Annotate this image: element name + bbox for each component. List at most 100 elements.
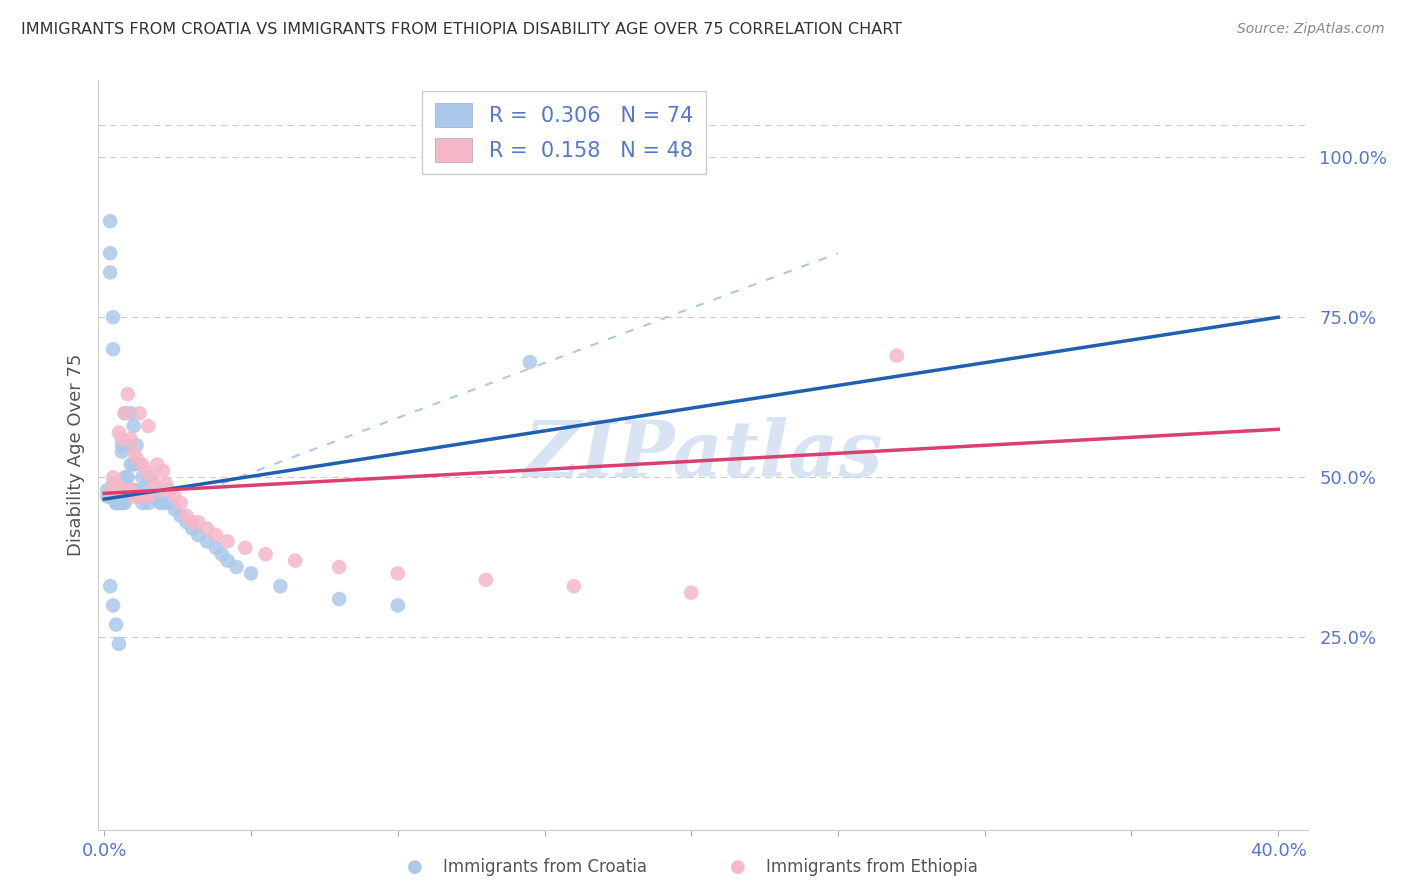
Point bbox=[117, 490, 139, 504]
Point bbox=[122, 458, 145, 472]
Point bbox=[387, 599, 409, 613]
Point bbox=[128, 490, 150, 504]
Point bbox=[146, 458, 169, 472]
Point bbox=[204, 528, 226, 542]
Point bbox=[120, 406, 142, 420]
Y-axis label: Disability Age Over 75: Disability Age Over 75 bbox=[66, 353, 84, 557]
Point bbox=[122, 490, 145, 504]
Point bbox=[101, 490, 124, 504]
Point bbox=[120, 432, 142, 446]
Point bbox=[111, 483, 134, 497]
Point bbox=[269, 579, 291, 593]
Text: Immigrants from Ethiopia: Immigrants from Ethiopia bbox=[766, 858, 979, 876]
Point bbox=[101, 483, 124, 497]
Point bbox=[98, 246, 121, 260]
Point bbox=[114, 496, 136, 510]
Point bbox=[328, 592, 350, 607]
Point bbox=[143, 476, 166, 491]
Point bbox=[105, 490, 128, 504]
Point bbox=[105, 496, 128, 510]
Point bbox=[681, 585, 703, 599]
Point bbox=[117, 470, 139, 484]
Point bbox=[157, 496, 180, 510]
Point bbox=[105, 496, 128, 510]
Point bbox=[141, 470, 163, 484]
Point bbox=[155, 476, 177, 491]
Point bbox=[240, 566, 263, 581]
Point bbox=[108, 496, 131, 510]
Point bbox=[254, 547, 277, 561]
Point bbox=[111, 483, 134, 497]
Point bbox=[111, 432, 134, 446]
Text: IMMIGRANTS FROM CROATIA VS IMMIGRANTS FROM ETHIOPIA DISABILITY AGE OVER 75 CORRE: IMMIGRANTS FROM CROATIA VS IMMIGRANTS FR… bbox=[21, 22, 903, 37]
Point bbox=[96, 483, 118, 497]
Point bbox=[136, 496, 159, 510]
Point bbox=[134, 464, 156, 478]
Point bbox=[108, 496, 131, 510]
Point bbox=[122, 483, 145, 497]
Point bbox=[117, 483, 139, 497]
Point bbox=[187, 515, 209, 529]
Point bbox=[141, 490, 163, 504]
Point bbox=[562, 579, 585, 593]
Point bbox=[108, 490, 131, 504]
Point bbox=[152, 496, 174, 510]
Point bbox=[101, 476, 124, 491]
Point bbox=[163, 490, 186, 504]
Point bbox=[519, 355, 541, 369]
Point bbox=[114, 438, 136, 452]
Point bbox=[217, 534, 239, 549]
Point bbox=[136, 490, 159, 504]
Point bbox=[98, 490, 121, 504]
Text: ZIPatlas: ZIPatlas bbox=[523, 417, 883, 493]
Point bbox=[117, 438, 139, 452]
Point bbox=[176, 508, 198, 523]
Point bbox=[98, 265, 121, 279]
Point bbox=[101, 343, 124, 357]
Point bbox=[122, 444, 145, 458]
Point bbox=[157, 483, 180, 497]
Point bbox=[387, 566, 409, 581]
Point bbox=[111, 490, 134, 504]
Point bbox=[149, 496, 172, 510]
Point bbox=[114, 406, 136, 420]
Point bbox=[149, 483, 172, 497]
Point bbox=[105, 617, 128, 632]
Point bbox=[108, 496, 131, 510]
Point bbox=[111, 444, 134, 458]
Point bbox=[114, 490, 136, 504]
Point bbox=[101, 310, 124, 325]
Point bbox=[108, 483, 131, 497]
Point bbox=[475, 573, 498, 587]
Point bbox=[152, 464, 174, 478]
Point bbox=[105, 476, 128, 491]
Point bbox=[108, 483, 131, 497]
Point bbox=[169, 508, 191, 523]
Point bbox=[217, 553, 239, 567]
Point bbox=[225, 560, 247, 574]
Point bbox=[136, 419, 159, 434]
Point bbox=[101, 483, 124, 497]
Point bbox=[120, 458, 142, 472]
Point bbox=[122, 419, 145, 434]
Point bbox=[134, 483, 156, 497]
Point bbox=[163, 502, 186, 516]
Point bbox=[169, 496, 191, 510]
Text: Source: ZipAtlas.com: Source: ZipAtlas.com bbox=[1237, 22, 1385, 37]
Point bbox=[101, 599, 124, 613]
Point bbox=[204, 541, 226, 555]
Point bbox=[105, 483, 128, 497]
Point bbox=[128, 490, 150, 504]
Point bbox=[187, 528, 209, 542]
Point bbox=[284, 553, 307, 567]
Point bbox=[131, 470, 153, 484]
Point bbox=[233, 541, 256, 555]
Point bbox=[108, 425, 131, 440]
Point bbox=[125, 438, 148, 452]
Point bbox=[108, 637, 131, 651]
Point bbox=[98, 579, 121, 593]
Point bbox=[111, 438, 134, 452]
Legend: R =  0.306   N = 74, R =  0.158   N = 48: R = 0.306 N = 74, R = 0.158 N = 48 bbox=[422, 91, 706, 174]
Point bbox=[131, 458, 153, 472]
Point bbox=[96, 490, 118, 504]
